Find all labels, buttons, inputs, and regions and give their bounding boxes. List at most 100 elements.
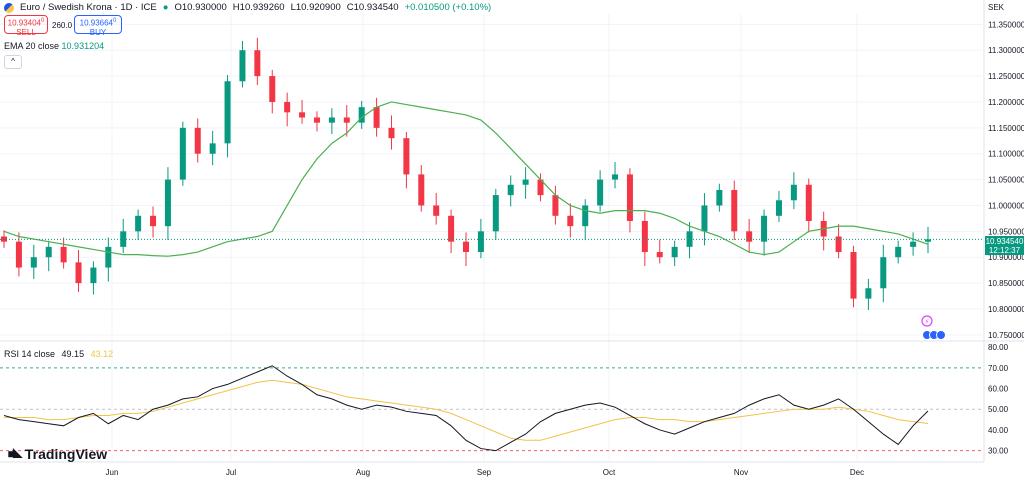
price-axis-tick: 10.850000 — [988, 279, 1024, 288]
price-axis-tick: 10.750000 — [988, 331, 1024, 340]
candle-body — [224, 81, 231, 144]
lightning-event-icon — [921, 315, 933, 327]
candle-body — [30, 257, 37, 268]
symbol-title[interactable]: Euro / Swedish Krona · 1D · ICE — [20, 2, 157, 13]
candle-body — [597, 179, 604, 206]
candle-body — [865, 288, 872, 299]
candle-body — [194, 127, 201, 154]
ohlc-open: O10.930000 — [174, 2, 227, 13]
sell-price-sup: 0 — [41, 18, 45, 24]
ema-line — [3, 101, 929, 257]
candle-body — [239, 50, 246, 82]
candle-body — [343, 117, 350, 123]
candle-body — [671, 246, 678, 258]
rsi-axis-tick: 40.00 — [988, 426, 1009, 435]
candle-body — [328, 117, 335, 123]
candle-body — [135, 215, 142, 232]
candle-body — [805, 184, 812, 221]
candle-body — [626, 174, 633, 221]
candle-body — [463, 241, 469, 253]
tradingview-logo[interactable]: ⏹◣ TradingView — [8, 446, 107, 462]
candle-body — [537, 179, 544, 196]
rsi-ma-line — [4, 379, 929, 441]
tradingview-logo-icon: ⏹◣ — [8, 446, 23, 461]
time-axis-tick: Dec — [850, 468, 864, 477]
price-axis-tick: 11.200000 — [988, 98, 1024, 107]
candle-body — [150, 215, 157, 227]
price-axis-tick: 10.800000 — [988, 305, 1024, 314]
current-price: 10.934540 — [985, 237, 1024, 246]
candle-body — [75, 262, 82, 284]
price-axis-tick: 11.000000 — [988, 201, 1024, 210]
price-axis-tick: 11.050000 — [988, 176, 1024, 185]
candle-body — [179, 127, 186, 180]
candle-body — [686, 231, 693, 247]
current-price-tag: 10.934540 12:12:37 — [985, 236, 1024, 255]
price-axis-tick: 11.350000 — [988, 20, 1024, 29]
logo-text: TradingView — [24, 446, 108, 462]
buy-price: 10.93664 — [79, 18, 114, 28]
candle-body — [433, 205, 440, 216]
candle-body — [313, 117, 320, 123]
buy-price-sup: 0 — [113, 18, 117, 24]
candle-body — [90, 267, 97, 284]
candle-body — [492, 195, 499, 232]
candle-body — [716, 189, 723, 206]
currency-label[interactable]: SEK — [988, 3, 1005, 12]
candle-body — [880, 257, 887, 289]
price-axis-tick: 11.150000 — [988, 124, 1024, 133]
candle-body — [656, 252, 663, 258]
flag-icon — [4, 2, 14, 13]
buy-button[interactable]: 10.936640 BUY — [74, 15, 122, 37]
candle-body — [105, 246, 112, 268]
ohlc-high: H10.939260 — [232, 2, 285, 13]
candle-body — [164, 179, 171, 227]
candle-body — [15, 241, 22, 268]
candle-body — [582, 205, 589, 227]
rsi-legend-label: RSI 14 close — [4, 349, 56, 359]
time-axis-tick: Oct — [603, 468, 616, 477]
candle-body — [612, 174, 619, 180]
rsi-axis-tick: 70.00 — [988, 364, 1009, 373]
candle-body — [790, 184, 797, 201]
candle-body — [731, 189, 738, 232]
candle-body — [552, 195, 559, 216]
price-axis-tick: 11.300000 — [988, 46, 1024, 55]
time-axis-tick: Nov — [734, 468, 748, 477]
candle-body — [925, 239, 931, 242]
ema-legend-label: EMA 20 close — [4, 41, 60, 51]
candle-body — [567, 215, 574, 227]
collapse-legend-button[interactable]: ^ — [4, 55, 22, 69]
candle-body — [269, 76, 276, 102]
price-axis-tick: 10.900000 — [988, 253, 1024, 262]
rsi-legend-value: 49.15 — [61, 349, 85, 359]
dividend-event-icon — [936, 330, 946, 340]
candle-body — [761, 215, 768, 242]
ema-legend[interactable]: EMA 20 close 10.931204 — [4, 41, 104, 51]
sell-button[interactable]: 10.934040 SELL — [4, 15, 48, 37]
rsi-ma-legend-value: 43.12 — [90, 349, 114, 359]
candle-body — [850, 252, 857, 299]
ohlc-close: C10.934540 — [346, 2, 399, 13]
candle-body — [388, 127, 395, 139]
candle-body — [775, 200, 782, 216]
candle-body — [910, 241, 917, 247]
candle-body — [522, 179, 529, 185]
price-axis-tick: 10.950000 — [988, 227, 1024, 236]
time-axis-tick: Jul — [226, 468, 236, 477]
sell-label: SELL — [16, 27, 36, 37]
price-change: +0.010500 (+0.10%) — [404, 2, 492, 13]
candle-body — [507, 184, 514, 196]
candle-body — [895, 246, 902, 258]
lightning-icon: ⚡ — [925, 318, 930, 326]
candle-body — [358, 107, 365, 123]
candle-body — [209, 143, 216, 154]
rsi-axis-tick: 80.00 — [988, 343, 1009, 352]
rsi-legend[interactable]: RSI 14 close 49.15 43.12 — [4, 349, 113, 359]
bar-countdown: 12:12:37 — [988, 246, 1021, 255]
spread-value: 260.0 — [52, 21, 73, 30]
rsi-axis-tick: 30.00 — [988, 447, 1009, 456]
time-axis-tick: Jun — [106, 468, 119, 477]
price-axis-tick: 11.100000 — [988, 150, 1024, 159]
